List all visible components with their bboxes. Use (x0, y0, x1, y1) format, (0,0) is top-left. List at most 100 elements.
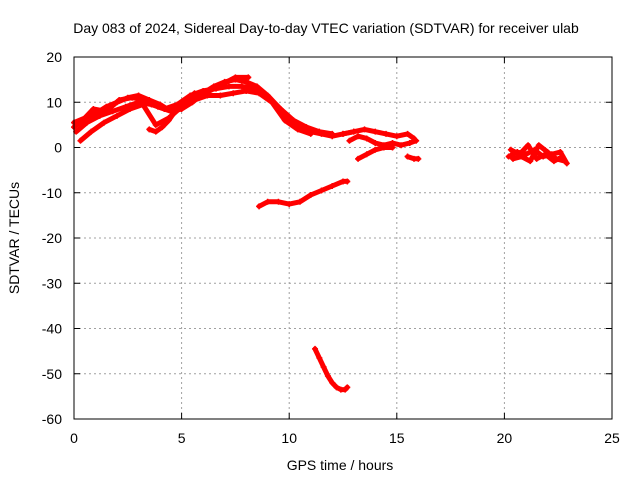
data-point (165, 117, 172, 124)
data-point (191, 90, 198, 97)
x-tick-label: 0 (70, 430, 78, 446)
data-point (193, 94, 200, 101)
data-point (316, 128, 323, 135)
data-point (96, 112, 103, 119)
data-point (238, 83, 245, 90)
grid-layer (74, 57, 612, 419)
series-band-mid-b (347, 133, 419, 148)
data-point (413, 137, 420, 144)
data-point (79, 117, 86, 124)
data-point (404, 153, 411, 160)
data-point (406, 139, 413, 146)
data-point (507, 146, 514, 153)
data-point (83, 119, 90, 126)
x-axis-label: GPS time / hours (287, 457, 394, 473)
data-point (393, 133, 400, 140)
data-point (109, 108, 116, 115)
data-point (324, 373, 331, 380)
data-point (535, 142, 542, 149)
y-tick-label: -60 (42, 411, 62, 427)
x-tick-label: 5 (178, 430, 186, 446)
data-point (90, 106, 97, 113)
y-tick-label: -30 (42, 275, 62, 291)
data-point (178, 103, 185, 110)
data-point (318, 187, 325, 194)
data-point (363, 135, 370, 142)
data-point (219, 81, 226, 88)
data-point (296, 198, 303, 205)
data-point (553, 155, 560, 162)
y-axis-label: SDTVAR / TECUs (6, 182, 22, 294)
data-point (329, 379, 336, 386)
data-point (294, 126, 301, 133)
data-point (525, 142, 532, 149)
data-point (361, 126, 368, 133)
data-point (329, 182, 336, 189)
x-tick-label: 20 (497, 430, 513, 446)
data-point (350, 128, 357, 135)
y-tick-label: 10 (46, 94, 62, 110)
data-point (245, 74, 252, 81)
data-point (286, 201, 293, 208)
data-point (372, 146, 379, 153)
data-point (389, 144, 396, 151)
data-point (159, 124, 166, 131)
data-point (380, 144, 387, 151)
data-point (116, 96, 123, 103)
y-tick-label: -40 (42, 321, 62, 337)
data-point (139, 101, 146, 108)
x-tick-label: 15 (389, 430, 405, 446)
y-tick-label: 0 (54, 140, 62, 156)
y-tick-label: -10 (42, 185, 62, 201)
data-point (206, 87, 213, 94)
data-point (355, 155, 362, 162)
data-point (404, 130, 411, 137)
y-tick-label: 20 (46, 49, 62, 65)
data-point (217, 92, 224, 99)
data-point (88, 128, 95, 135)
data-point (129, 94, 136, 101)
data-point (264, 198, 271, 205)
data-point (152, 121, 159, 128)
data-point (185, 96, 192, 103)
data-point (355, 133, 362, 140)
data-point (172, 108, 179, 115)
data-point (518, 153, 525, 160)
data-point (275, 198, 282, 205)
data-point (505, 153, 512, 160)
x-tick-label: 25 (604, 430, 620, 446)
data-point (142, 96, 149, 103)
data-point (372, 128, 379, 135)
data-point (268, 99, 275, 106)
data-point (533, 155, 540, 162)
data-point (398, 142, 405, 149)
data-point (340, 130, 346, 137)
series-arc-minus-12 (256, 178, 350, 209)
data-point (344, 384, 351, 391)
y-tick-label: -20 (42, 230, 62, 246)
data-point (103, 108, 110, 115)
data-point (152, 128, 159, 135)
data-point (256, 90, 263, 97)
data-point (101, 119, 108, 126)
data-point (557, 149, 564, 156)
data-point (527, 158, 534, 165)
data-point (415, 155, 422, 162)
data-point (281, 117, 288, 124)
trace-layer (71, 74, 570, 393)
data-point (544, 149, 551, 156)
data-point (316, 354, 323, 361)
data-point (232, 74, 239, 81)
data-point (307, 192, 314, 199)
data-point (230, 90, 237, 97)
y-tick-label: -50 (42, 366, 62, 382)
data-point (346, 137, 353, 144)
data-point (363, 151, 370, 158)
data-point (126, 106, 133, 113)
data-point (77, 137, 84, 144)
data-point (372, 139, 379, 146)
data-point (303, 124, 310, 131)
data-point (320, 363, 327, 370)
data-point (256, 203, 263, 210)
